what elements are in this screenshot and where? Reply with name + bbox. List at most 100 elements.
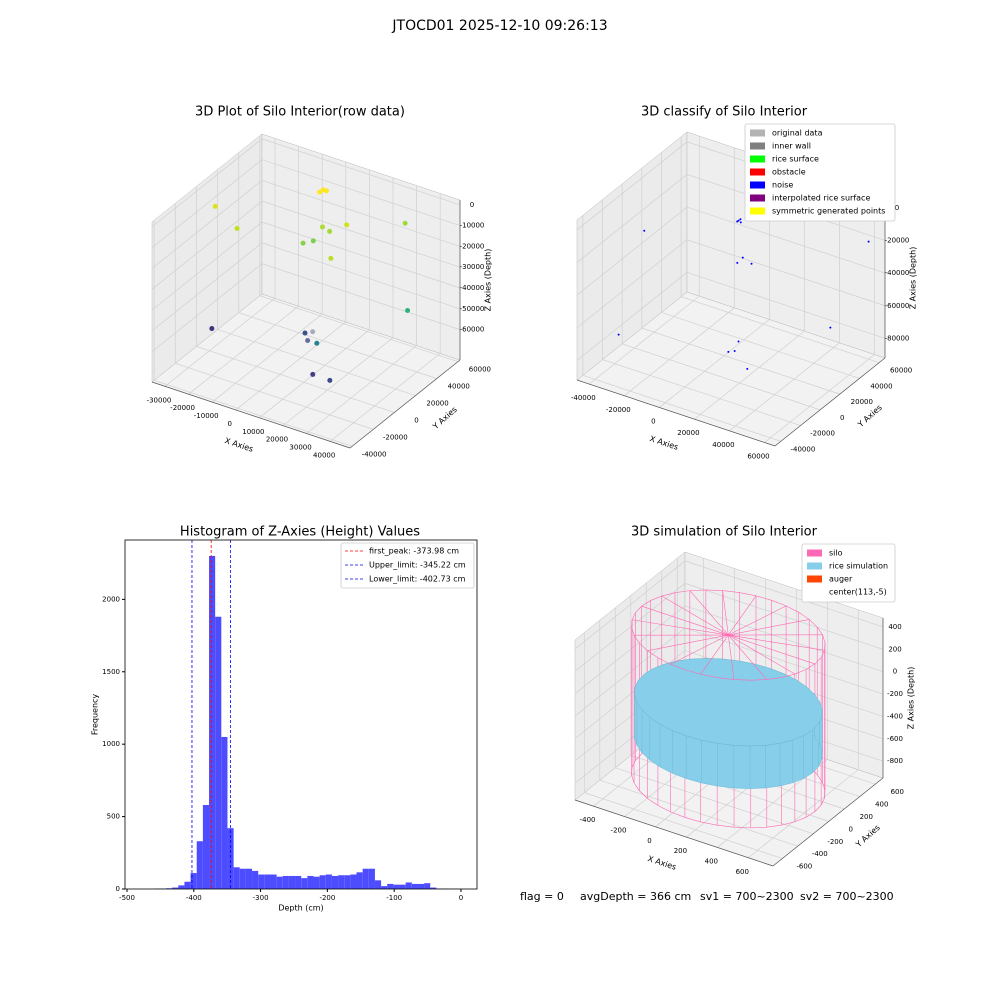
bar <box>338 875 345 889</box>
point <box>344 222 350 228</box>
x-tick-label: 0 <box>647 837 651 845</box>
grid-line <box>151 159 461 248</box>
bar <box>356 872 363 889</box>
silo-wire <box>728 634 796 675</box>
grid-line <box>729 182 840 432</box>
bar <box>190 873 197 889</box>
bar <box>411 883 418 889</box>
bar <box>301 878 308 889</box>
bar <box>325 874 332 889</box>
point <box>746 367 749 370</box>
bar <box>276 876 283 889</box>
silo-wire <box>661 595 729 636</box>
y-tick-label: -600 <box>796 863 812 871</box>
point <box>402 220 408 226</box>
z-tick-label: -400 <box>887 712 903 720</box>
footer-flag: flag = 0 <box>520 890 564 903</box>
silo-wire <box>670 634 729 665</box>
rice-top <box>634 658 823 747</box>
legend-label: auger <box>829 575 853 584</box>
y-tick-label: 200 <box>860 813 873 821</box>
point <box>733 350 736 353</box>
x-tick-label: 40000 <box>313 451 335 459</box>
legend-label: rice simulation <box>829 562 888 571</box>
x-tick-label: 200 <box>674 847 687 855</box>
chart-title: Histogram of Z-Axies (Height) Values <box>180 525 420 540</box>
legend-label: Lower_limit: -402.73 cm <box>369 575 466 584</box>
bar <box>215 616 222 889</box>
y-tick-label: 0 <box>116 885 120 893</box>
z-tick-label: -60000 <box>460 326 485 334</box>
z-axis-label: Z Axies (Depth) <box>907 667 916 730</box>
y-tick-label: 600 <box>891 788 904 796</box>
x-tick-label: -20000 <box>606 406 631 414</box>
bar <box>405 882 412 889</box>
bar <box>209 555 216 889</box>
axis-line <box>349 359 461 449</box>
grid-line <box>282 177 394 426</box>
plot-frame <box>124 539 478 890</box>
bar <box>233 867 240 889</box>
point <box>310 371 316 377</box>
bar <box>202 805 210 889</box>
z-tick-label: 200 <box>888 645 901 653</box>
bar <box>258 874 265 889</box>
z-tick-label: -600 <box>887 735 903 743</box>
point <box>300 240 306 246</box>
point <box>643 229 646 232</box>
rice-side <box>672 730 687 779</box>
grid-line <box>151 242 461 332</box>
legend-label: rice surface <box>772 155 819 164</box>
legend-swatch <box>750 168 765 176</box>
x-tick-label: 60000 <box>747 452 769 460</box>
z-tick-label: 0 <box>893 668 897 676</box>
grid-line <box>211 154 323 403</box>
silo-wire <box>641 605 729 636</box>
rice-side <box>765 743 781 788</box>
bar <box>381 886 388 889</box>
point <box>829 326 832 329</box>
y-axis-label: Y Axies <box>853 823 881 850</box>
point <box>867 240 870 243</box>
z-tick-label: -200 <box>887 690 903 698</box>
x-tick-label: 40000 <box>712 441 734 449</box>
rice-side <box>636 701 643 753</box>
grid-line <box>151 221 461 311</box>
y-tick-label: -40000 <box>790 445 815 453</box>
grid-line <box>238 152 437 379</box>
bar <box>387 883 394 889</box>
bar <box>178 885 185 889</box>
x-tick-label: -40000 <box>571 394 596 402</box>
bar <box>252 870 259 889</box>
grid-line <box>153 220 353 447</box>
z-tick-label: -20000 <box>885 236 910 244</box>
rice-side <box>701 740 718 787</box>
y-tick-label: 500 <box>107 813 120 821</box>
z-axis-label: Z Axies (Depth) <box>484 249 493 312</box>
point <box>327 228 333 234</box>
grid-line <box>174 203 374 430</box>
x-tick-label: 0 <box>228 420 232 428</box>
point <box>320 224 326 230</box>
silo-wire <box>728 634 825 651</box>
bar <box>430 887 437 889</box>
legend-box <box>340 542 475 589</box>
point <box>302 330 308 336</box>
bar <box>399 884 406 889</box>
x-tick-label: 0 <box>459 894 463 902</box>
legend-swatch <box>750 129 765 137</box>
grid-line <box>217 169 416 396</box>
rice-side <box>803 729 813 779</box>
bar <box>374 880 382 889</box>
z-tick-label: -40000 <box>885 269 910 277</box>
point <box>327 377 333 383</box>
bar <box>313 876 320 889</box>
silo-wire <box>728 635 735 680</box>
bar <box>264 874 271 889</box>
grid-line <box>259 135 458 363</box>
grid-line <box>151 263 461 352</box>
grid-line <box>196 186 395 413</box>
point <box>305 337 311 343</box>
bar <box>307 875 314 889</box>
z-tick-label: -80000 <box>885 334 910 342</box>
